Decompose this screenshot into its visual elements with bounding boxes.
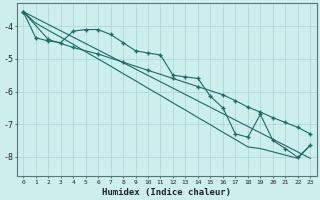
X-axis label: Humidex (Indice chaleur): Humidex (Indice chaleur) [102, 188, 231, 197]
